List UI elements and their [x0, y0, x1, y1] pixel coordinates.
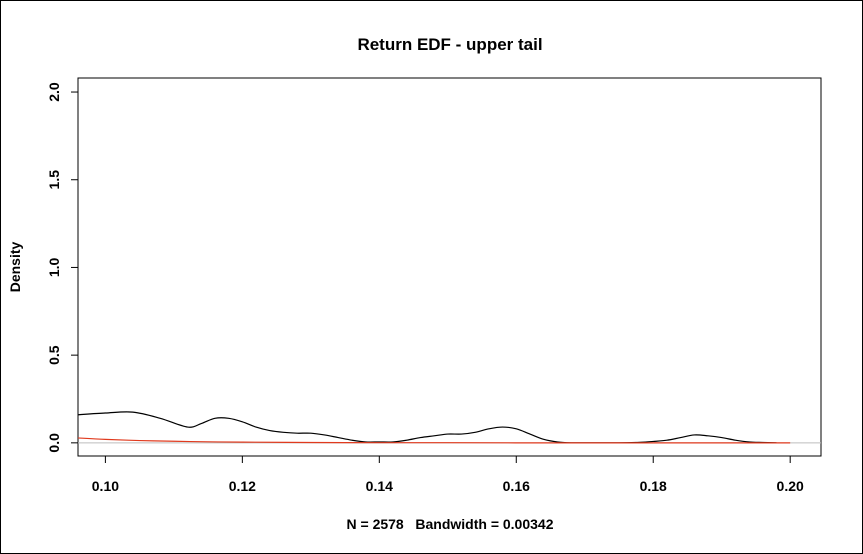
y-tick-label: 1.0	[46, 257, 62, 277]
y-tick-label: 0.0	[46, 433, 62, 453]
chart-title: Return EDF - upper tail	[357, 35, 542, 54]
y-axis: 0.0 0.5 1.0 1.5 2.0	[46, 82, 78, 453]
x-axis-label: N = 2578 Bandwidth = 0.00342	[347, 516, 554, 532]
y-tick-label: 0.5	[46, 345, 62, 365]
x-tick-label: 0.20	[777, 478, 804, 494]
x-tick-label: 0.12	[229, 478, 256, 494]
y-tick-label: 1.5	[46, 170, 62, 190]
x-axis: 0.10 0.12 0.14 0.16 0.18 0.20	[92, 456, 804, 494]
y-axis-label: Density	[7, 242, 23, 293]
plot-box	[77, 77, 822, 457]
x-tick-label: 0.18	[640, 478, 667, 494]
density-curve-red	[77, 437, 791, 444]
density-curve-black	[77, 411, 777, 444]
series-layer	[77, 411, 821, 444]
x-tick-label: 0.10	[92, 478, 119, 494]
x-tick-label: 0.16	[503, 478, 530, 494]
x-tick-label: 0.14	[366, 478, 393, 494]
y-tick-label: 2.0	[46, 82, 62, 102]
